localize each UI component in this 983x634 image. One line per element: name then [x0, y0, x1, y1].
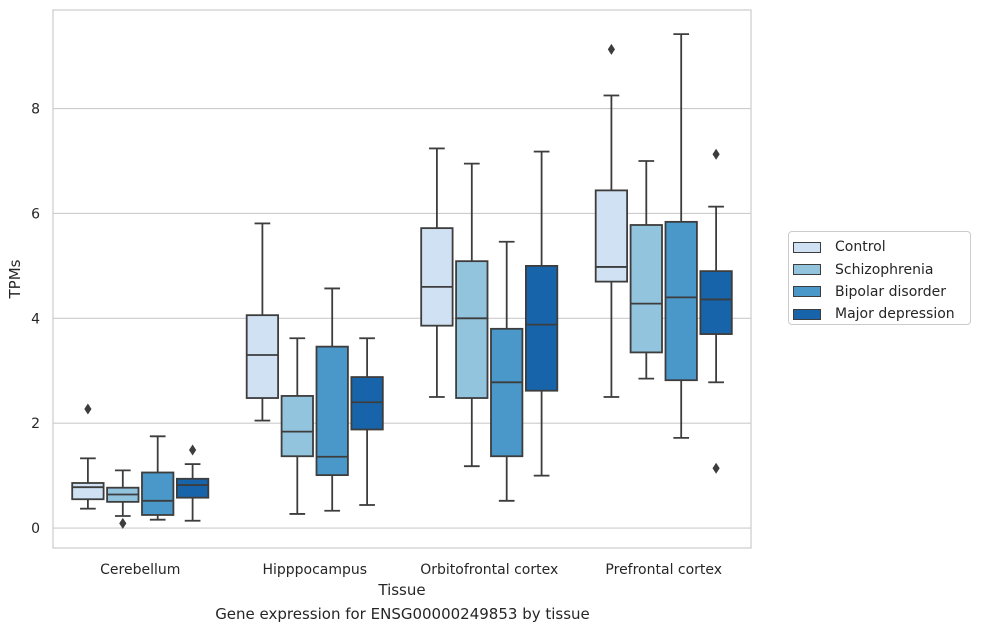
box-body	[280, 395, 314, 458]
box-major-depression-hipppocampus	[350, 337, 384, 506]
legend-item-schizophrenia: Schizophrenia	[793, 258, 970, 280]
y-tick-labels: 0 2 4 6 8	[31, 102, 40, 537]
y-axis-title: TPMs	[6, 259, 24, 299]
x-tick-label-prefrontal-cortex: Prefrontal cortex	[605, 562, 722, 578]
legend-item-bipolar-disorder: Bipolar disorder	[793, 281, 970, 303]
legend-swatch-schizophrenia	[793, 264, 821, 276]
box-major-depression-prefrontal-cortex	[699, 148, 733, 474]
box-control-cerebellum	[71, 403, 105, 510]
legend-item-control: Control	[793, 236, 970, 258]
box-body	[524, 264, 559, 392]
x-tick-labels: Cerebellum Hipppocampus Orbitofrontal cort…	[100, 562, 722, 578]
box-body	[594, 189, 629, 283]
box-bipolar-disorder-cerebellum	[141, 435, 175, 521]
box-bipolar-disorder-prefrontal-cortex	[664, 33, 698, 439]
series-schizophrenia	[106, 160, 663, 529]
box-body	[629, 224, 663, 354]
legend-label-bipolar-disorder: Bipolar disorder	[835, 283, 947, 300]
outlier-marker	[712, 462, 720, 474]
y-tick-label: 0	[31, 521, 40, 537]
box-schizophrenia-prefrontal-cortex	[629, 160, 663, 380]
box-schizophrenia-hipppocampus	[280, 337, 314, 515]
box-body	[490, 327, 524, 458]
box-body	[175, 477, 210, 499]
outlier-marker	[712, 148, 720, 160]
box-major-depression-cerebellum	[175, 444, 210, 522]
box-body	[71, 482, 105, 501]
y-tick-label: 2	[31, 416, 40, 432]
box-series	[71, 33, 733, 529]
legend-swatch-bipolar-disorder	[793, 286, 821, 298]
box-body	[699, 270, 733, 335]
box-bipolar-disorder-hipppocampus	[315, 287, 349, 512]
outlier-marker	[189, 444, 197, 456]
box-schizophrenia-orbitofrontal-cortex	[455, 162, 489, 468]
box-body	[455, 260, 489, 399]
legend-swatch-control	[793, 241, 821, 253]
outlier-marker	[607, 43, 615, 55]
box-body	[245, 314, 280, 399]
outlier-marker	[119, 517, 127, 529]
y-tick-label: 6	[31, 206, 40, 222]
box-body	[664, 220, 698, 382]
y-tick-label: 8	[31, 102, 40, 118]
x-tick-label-hipppocampus: Hipppocampus	[262, 562, 367, 578]
legend-item-major-depression: Major depression	[793, 303, 970, 325]
x-axis-title: Tissue	[377, 581, 425, 599]
x-tick-label-cerebellum: Cerebellum	[100, 562, 180, 578]
series-major-depression	[175, 148, 733, 522]
chart-caption: Gene expression for ENSG00000249853 by t…	[215, 605, 590, 623]
legend-label-major-depression: Major depression	[835, 306, 955, 323]
outlier-marker	[84, 403, 92, 415]
box-bipolar-disorder-orbitofrontal-cortex	[490, 240, 524, 502]
x-tick-label-orbitofrontal-cortex: Orbitofrontal cortex	[420, 562, 558, 578]
box-control-hipppocampus	[245, 222, 280, 422]
box-body	[315, 345, 349, 477]
box-body	[141, 471, 175, 516]
legend-label-schizophrenia: Schizophrenia	[835, 261, 934, 278]
series-bipolar-disorder	[141, 33, 698, 521]
box-body	[350, 376, 384, 431]
box-body	[420, 227, 454, 327]
y-tick-label: 4	[31, 311, 40, 327]
grid-lines	[53, 107, 751, 529]
legend-label-control: Control	[835, 239, 886, 256]
legend-swatch-major-depression	[793, 308, 821, 320]
series-control	[71, 43, 629, 510]
box-major-depression-orbitofrontal-cortex	[524, 150, 559, 477]
box-schizophrenia-cerebellum	[106, 469, 140, 529]
legend: Control Schizophrenia Bipolar disorder M…	[788, 231, 971, 325]
box-control-orbitofrontal-cortex	[420, 147, 454, 398]
box-control-prefrontal-cortex	[594, 43, 629, 398]
